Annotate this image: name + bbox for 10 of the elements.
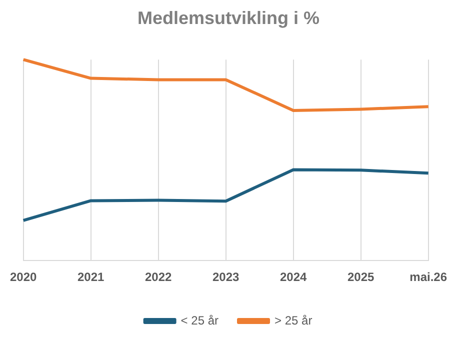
- legend-label: < 25 år: [180, 313, 219, 328]
- x-tick-label: 2022: [144, 270, 172, 284]
- x-tick-label: 2025: [347, 270, 374, 284]
- x-tick-label: 2021: [77, 270, 105, 284]
- x-tick-label: mai.26: [410, 270, 448, 284]
- chart-title: Medlemsutvikling i %: [137, 8, 320, 28]
- x-tick-label: 2020: [10, 270, 38, 284]
- legend-label: > 25 år: [274, 313, 312, 328]
- x-tick-label: 2023: [212, 270, 240, 284]
- x-tick-label: 2024: [280, 270, 307, 284]
